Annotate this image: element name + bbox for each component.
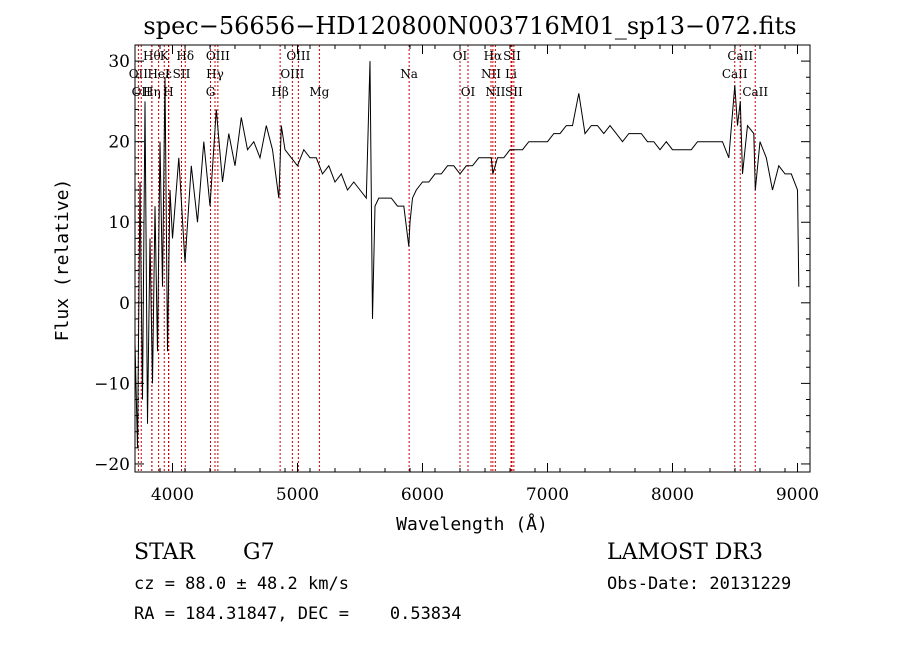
line-marker-label-13: Hβ: [271, 85, 288, 99]
line-marker-label-25: SII: [505, 85, 523, 99]
line-marker-label-17: Na: [400, 67, 418, 81]
line-marker-label-0: OII: [129, 67, 149, 81]
line-marker-label-11: Hγ: [206, 67, 224, 81]
y-tick-label-1: −10: [94, 374, 130, 394]
line-marker-label-16: Mg: [309, 85, 329, 99]
line-marker-label-1: OII: [132, 85, 152, 99]
line-marker-label-27: CaII: [727, 49, 753, 63]
y-tick-label-0: −20: [94, 455, 130, 475]
plot-frame: [134, 44, 811, 473]
line-marker-label-19: OI: [461, 85, 476, 99]
x-tick-label-2: 6000: [401, 485, 444, 505]
line-marker-label-12: OIII: [206, 49, 230, 63]
ra-dec: RA = 184.31847, DEC = 0.53834: [134, 604, 462, 624]
survey-name: LAMOST DR3: [607, 540, 763, 565]
line-marker-label-7: ε: [166, 67, 172, 81]
y-tick-label-2: 0: [119, 294, 130, 314]
x-tick-label-5: 9000: [776, 485, 819, 505]
line-marker-label-24: SII: [503, 49, 521, 63]
x-axis-label: Wavelength (Å): [396, 513, 548, 535]
line-marker-label-10: G: [206, 85, 216, 99]
line-marker-label-23: Li: [505, 67, 517, 81]
line-marker-label-5: K: [160, 49, 170, 63]
line-marker-label-18: OI: [453, 49, 468, 63]
line-marker-label-6: H: [163, 85, 173, 99]
line-marker-label-8: SII: [173, 67, 191, 81]
line-marker-label-28: CaII: [742, 85, 768, 99]
object-class: STAR: [134, 540, 196, 565]
line-marker-label-3: Hη: [143, 85, 161, 99]
line-marker-label-14: OIII: [280, 67, 304, 81]
y-axis-label: Flux (relative): [52, 179, 73, 342]
line-marker-label-22: NII: [485, 85, 505, 99]
redshift-cz: cz = 88.0 ± 48.2 km/s: [134, 574, 349, 594]
y-tick-label-4: 20: [108, 133, 130, 153]
line-marker-label-26: CaII: [722, 67, 748, 81]
y-tick-label-3: 10: [108, 213, 130, 233]
object-subclass: G7: [243, 540, 275, 565]
observation-date: Obs-Date: 20131229: [607, 574, 791, 594]
line-marker-label-2: Hθ: [143, 49, 161, 63]
line-marker-label-21: Hα: [484, 49, 503, 63]
chart-title: spec−56656−HD120800N003716M01_sp13−072.f…: [143, 12, 796, 40]
y-tick-label-5: 30: [108, 52, 130, 72]
line-marker-label-15: OIII: [286, 49, 310, 63]
line-marker-label-20: NII: [481, 67, 501, 81]
axes: 4000 5000 6000 7000 8000 9000 −20 −10 0 10 20 30: [94, 44, 819, 505]
line-marker-label-9: Hδ: [176, 49, 194, 63]
x-tick-label-4: 8000: [651, 485, 694, 505]
x-tick-label-3: 7000: [526, 485, 569, 505]
x-tick-label-0: 4000: [151, 485, 194, 505]
series-line-0: [134, 61, 800, 448]
x-tick-label-1: 5000: [276, 485, 319, 505]
spectrum-series: [134, 61, 800, 448]
